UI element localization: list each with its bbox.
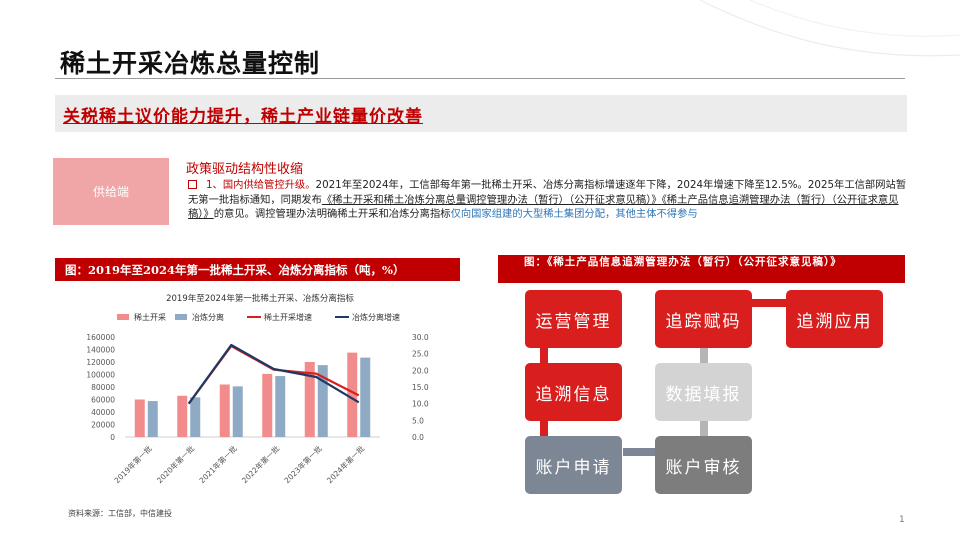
bar-冶炼分离 — [275, 376, 286, 437]
line-冶炼分离增速 — [187, 343, 360, 405]
connector — [700, 348, 708, 364]
policy-text-3: 的意见。调控管理办法明确稀土开采和冶炼分离指标 — [213, 208, 451, 220]
legend-label: 冶炼分离 — [192, 312, 224, 322]
node-account-review: 账户审核 — [655, 436, 752, 494]
left-tick-label: 100000 — [86, 371, 115, 380]
left-tick-label: 40000 — [91, 408, 115, 417]
bar-冶炼分离 — [317, 365, 328, 437]
x-axis-labels: 2019年第一批 2020年第一批 2021年第一批 2022年第一批 2023年第一批… — [112, 443, 367, 485]
right-tick-label: 20.0 — [412, 366, 429, 375]
source-note: 资料来源：工信部，中信建投 — [68, 509, 172, 518]
connector — [540, 348, 548, 364]
bar-冶炼分离 — [360, 357, 371, 437]
left-tick-label: 0 — [110, 433, 115, 442]
left-tick-label: 120000 — [86, 358, 115, 367]
decorative-curve — [699, 0, 960, 57]
bar-稀土开采 — [347, 352, 358, 437]
headline-banner: 关税稀土议价能力提升，稀土产业链量价改善 — [55, 95, 907, 132]
x-tick-label: 2020年第一批 — [154, 443, 196, 485]
bar-稀土开采 — [219, 384, 230, 437]
supply-side-label: 供给端 — [53, 158, 169, 225]
policy-lead: 1、国内供给管控升级。 — [206, 179, 316, 191]
left-tick-label: 60000 — [91, 396, 115, 405]
flow-section-header: 图：《稀土产品信息追溯管理办法（暂行）（公开征求意见稿）》 — [498, 255, 905, 283]
right-tick-label: 10.0 — [412, 400, 429, 409]
bar-冶炼分离 — [232, 386, 243, 437]
left-tick-label: 80000 — [91, 383, 115, 392]
node-trace-info: 追溯信息 — [525, 363, 622, 421]
legend-label: 冶炼分离增速 — [352, 312, 400, 322]
policy-text-2: 《稀土开采和稀土冶炼分离总量调控管理办法（暂行）（公开征求意见稿）》《稀土产品信… — [188, 193, 899, 221]
bar-冶炼分离 — [190, 397, 201, 437]
quota-chart: 2019年至2024年第一批稀土开采、冶炼分离指标 稀土开采 冶炼分离 稀土开采增速… — [86, 293, 429, 485]
chart-lines — [187, 343, 360, 405]
page-title: 稀土开采冶炼总量控制 — [60, 49, 321, 78]
left-tick-label: 160000 — [86, 333, 115, 342]
x-tick-label: 2019年第一批 — [112, 443, 154, 485]
square-bullet-icon — [188, 180, 197, 189]
node-trace-application: 追溯应用 — [786, 290, 883, 348]
connector — [700, 421, 708, 437]
right-tick-label: 30.0 — [412, 333, 429, 342]
policy-text-1: 2021年至2024年，工信部每年第一批稀土开采、冶炼分离指标增速逐年下降，20… — [188, 179, 907, 206]
node-data-entry: 数据填报 — [655, 363, 752, 421]
chart-bars — [134, 352, 371, 437]
bar-冶炼分离 — [147, 401, 158, 437]
bar-稀土开采 — [262, 373, 273, 437]
x-tick-label: 2022年第一批 — [239, 443, 281, 485]
policy-paragraph: 1、国内供给管控升级。2021年至2024年，工信部每年第一批稀土开采、冶炼分离… — [188, 178, 912, 222]
line-稀土开采增速 — [187, 344, 360, 405]
legend-swatch — [175, 314, 187, 320]
policy-heading: 政策驱动结构性收缩 — [186, 162, 304, 177]
chart-section-header: 图：2019年至2024年第一批稀土开采、冶炼分离指标（吨，%） — [55, 258, 460, 281]
left-tick-label: 140000 — [86, 346, 115, 355]
left-axis: 0 20000 40000 60000 80000 100000 120000 140000 1… — [86, 333, 115, 442]
legend-label: 稀土开采 — [134, 312, 166, 322]
right-tick-label: 15.0 — [412, 383, 429, 392]
bar-稀土开采 — [177, 395, 188, 437]
bar-稀土开采 — [134, 399, 145, 437]
x-tick-label: 2021年第一批 — [197, 443, 239, 485]
connector — [540, 421, 548, 437]
page-number: 1 — [899, 515, 905, 525]
headline-text: 关税稀土议价能力提升，稀土产业链量价改善 — [63, 107, 423, 127]
left-tick-label: 20000 — [91, 421, 115, 430]
x-tick-label: 2023年第一批 — [282, 443, 324, 485]
right-tick-label: 5.0 — [412, 416, 424, 425]
bar-稀土开采 — [304, 362, 315, 437]
legend-swatch — [117, 314, 129, 320]
node-account-apply: 账户申请 — [525, 436, 622, 494]
connector — [751, 299, 787, 307]
right-tick-label: 25.0 — [412, 350, 429, 359]
policy-text-4: 仅向国家组建的大型稀土集团分配，其他主体不得参与 — [450, 208, 698, 220]
x-tick-label: 2024年第一批 — [324, 443, 366, 485]
legend-label: 稀土开采增速 — [264, 312, 312, 322]
node-ops-management: 运营管理 — [525, 290, 622, 348]
chart-legend: 稀土开采 冶炼分离 稀土开采增速 冶炼分离增速 — [117, 312, 400, 322]
title-divider — [55, 78, 905, 79]
right-tick-label: 0.0 — [412, 433, 424, 442]
connector — [623, 448, 655, 456]
right-axis: 0.0 5.0 10.0 15.0 20.0 25.0 30.0 — [412, 333, 429, 442]
chart-title: 2019年至2024年第一批稀土开采、冶炼分离指标 — [166, 293, 354, 304]
node-tracking-coding: 追踪赋码 — [655, 290, 752, 348]
